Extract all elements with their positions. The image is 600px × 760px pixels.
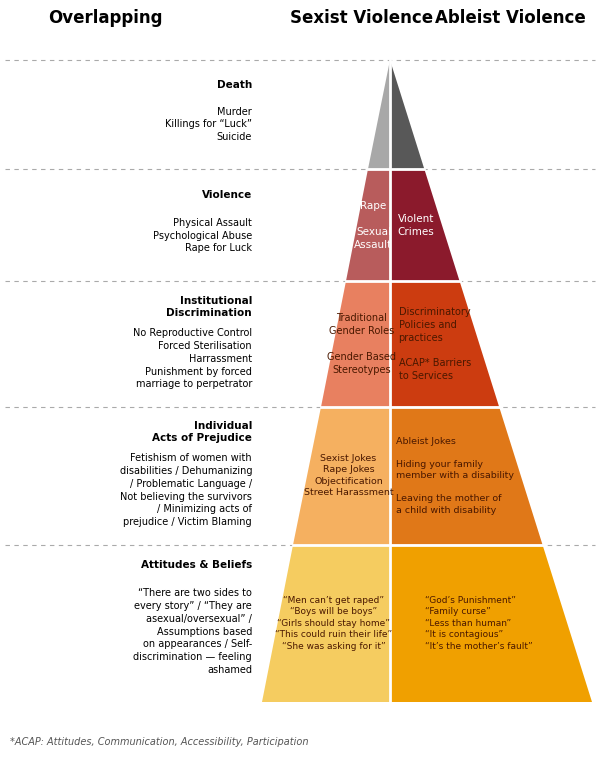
Text: Rape

Sexual
Assault: Rape Sexual Assault <box>355 201 392 249</box>
Text: Individual
Acts of Prejudice: Individual Acts of Prejudice <box>152 421 252 443</box>
Polygon shape <box>346 169 390 281</box>
Text: “There are two sides to
every story” / “They are
asexual/oversexual” /
Assumptio: “There are two sides to every story” / “… <box>133 588 252 675</box>
Text: Discriminatory
Policies and
practices

ACAP* Barriers
to Services: Discriminatory Policies and practices AC… <box>398 307 471 381</box>
Text: Violent
Crimes: Violent Crimes <box>398 214 434 236</box>
Text: Fetishism of women with
disabilities / Dehumanizing
/ Problematic Language /
Not: Fetishism of women with disabilities / D… <box>119 453 252 527</box>
Text: No Reproductive Control
Forced Sterilisation
Harrassment
Punishment by forced
ma: No Reproductive Control Forced Sterilisa… <box>133 328 252 389</box>
Text: Ableist Violence: Ableist Violence <box>434 9 586 27</box>
Text: Sexist Violence: Sexist Violence <box>290 9 434 27</box>
Text: “Men can’t get raped”
“Boys will be boys”
“Girls should stay home”
“This could r: “Men can’t get raped” “Boys will be boys… <box>275 596 392 651</box>
Text: Sexist Jokes
Rape Jokes
Objectification
Street Harassment: Sexist Jokes Rape Jokes Objectification … <box>304 454 394 497</box>
Text: Institutional
Discrimination: Institutional Discrimination <box>166 296 252 318</box>
Polygon shape <box>390 545 592 702</box>
Polygon shape <box>262 545 390 702</box>
Text: Death: Death <box>217 80 252 90</box>
Polygon shape <box>293 407 390 545</box>
Text: Physical Assault
Psychological Abuse
Rape for Luck: Physical Assault Psychological Abuse Rap… <box>153 217 252 253</box>
Text: “God’s Punishment”
“Family curse”
“Less than human”
“It is contagious”
“It’s the: “God’s Punishment” “Family curse” “Less … <box>425 596 532 651</box>
Polygon shape <box>390 60 424 169</box>
Text: Ableist Jokes

Hiding your family
member with a disability

Leaving the mother o: Ableist Jokes Hiding your family member … <box>397 437 514 515</box>
Polygon shape <box>321 281 390 407</box>
Text: Overlapping: Overlapping <box>48 9 162 27</box>
Text: Traditional
Gender Roles

Gender Based
Stereotypes: Traditional Gender Roles Gender Based St… <box>327 313 396 375</box>
Polygon shape <box>368 60 390 169</box>
Text: Violence: Violence <box>202 190 252 200</box>
Text: *ACAP: Attitudes, Communication, Accessibility, Participation: *ACAP: Attitudes, Communication, Accessi… <box>10 737 308 747</box>
Polygon shape <box>390 281 499 407</box>
Polygon shape <box>390 169 460 281</box>
Text: Murder
Killings for “Luck”
Suicide: Murder Killings for “Luck” Suicide <box>165 106 252 142</box>
Polygon shape <box>390 407 542 545</box>
Text: Attitudes & Beliefs: Attitudes & Beliefs <box>141 560 252 571</box>
